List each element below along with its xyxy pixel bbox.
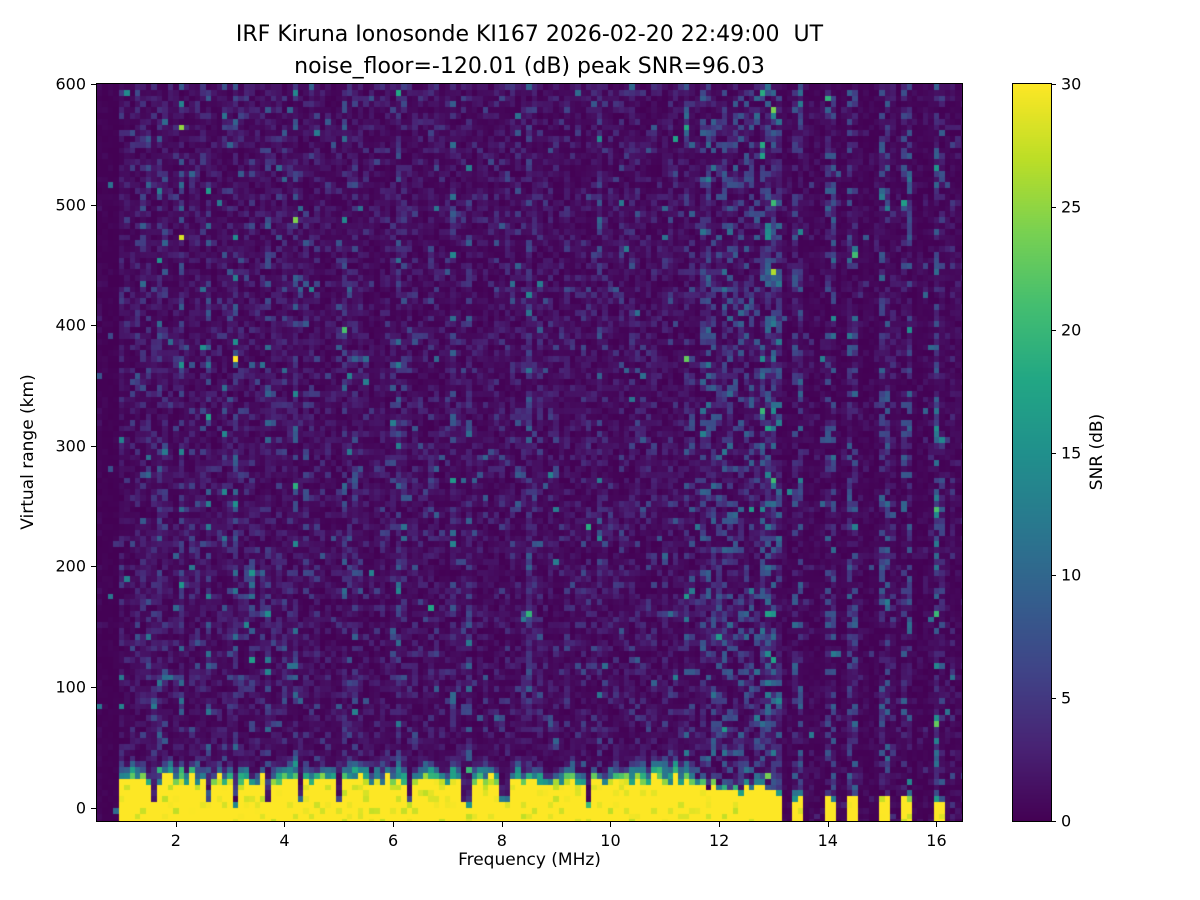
colorbar-tick-label: 30 — [1061, 74, 1082, 94]
y-tick-mark — [91, 687, 96, 689]
colorbar-tick-label: 20 — [1061, 320, 1082, 340]
colorbar-tick-label: 15 — [1061, 443, 1082, 462]
x-tick-label: 6 — [388, 831, 399, 850]
colorbar-canvas — [1013, 84, 1051, 821]
y-tick-label: 0 — [75, 798, 86, 818]
colorbar-tick-mark — [1052, 821, 1056, 822]
x-tick-label: 14 — [817, 831, 838, 850]
y-tick-label: 300 — [55, 436, 86, 456]
x-tick-mark — [284, 822, 286, 827]
x-tick-label: 4 — [279, 831, 290, 850]
colorbar-tick-mark — [1052, 575, 1056, 577]
x-tick-mark — [610, 822, 612, 827]
y-tick-mark — [91, 566, 96, 568]
colorbar-tick-label: 0 — [1061, 811, 1072, 831]
x-tick-mark — [175, 822, 177, 827]
colorbar-tick-mark — [1052, 329, 1056, 331]
y-tick-label: 200 — [55, 556, 86, 576]
y-tick-mark — [91, 325, 96, 327]
x-tick-mark — [827, 822, 829, 827]
chart-title-line2: noise_floor=-120.01 (dB) peak SNR=96.03 — [294, 54, 765, 79]
colorbar-tick-mark — [1052, 452, 1056, 454]
y-tick-mark — [91, 807, 96, 809]
colorbar-tick-label: 5 — [1061, 688, 1072, 708]
y-tick-mark — [91, 204, 96, 206]
x-tick-label: 12 — [708, 831, 730, 850]
plot-area — [96, 83, 963, 822]
x-tick-label: 16 — [926, 831, 947, 850]
colorbar-tick-mark — [1052, 84, 1056, 85]
colorbar — [1012, 83, 1052, 822]
y-tick-mark — [91, 445, 96, 447]
colorbar-tick-mark — [1052, 698, 1056, 700]
x-tick-mark — [719, 822, 721, 827]
x-axis-label: Frequency (MHz) — [458, 850, 601, 870]
colorbar-tick-mark — [1052, 206, 1056, 208]
y-axis-label: Virtual range (km) — [18, 374, 38, 530]
x-tick-label: 2 — [170, 831, 181, 850]
chart-title-line1: IRF Kiruna Ionosonde KI167 2026-02-20 22… — [235, 22, 824, 47]
y-tick-label: 100 — [55, 677, 86, 697]
y-tick-mark — [91, 84, 96, 85]
ionogram-heatmap-canvas — [97, 84, 962, 821]
x-tick-label: 10 — [600, 831, 621, 850]
x-tick-mark — [936, 822, 938, 827]
y-tick-label: 500 — [55, 195, 86, 215]
x-tick-mark — [393, 822, 395, 827]
x-tick-label: 8 — [496, 831, 507, 850]
y-tick-label: 600 — [55, 74, 86, 94]
colorbar-label: SNR (dB) — [1087, 413, 1107, 491]
y-tick-label: 400 — [55, 315, 86, 335]
colorbar-tick-label: 25 — [1061, 197, 1082, 217]
colorbar-tick-label: 10 — [1061, 565, 1082, 585]
x-tick-mark — [501, 822, 503, 827]
